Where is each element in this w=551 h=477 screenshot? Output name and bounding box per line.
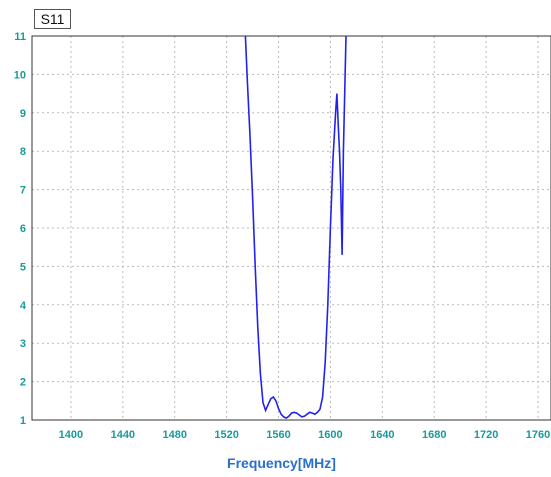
legend-s11: S11: [34, 9, 71, 29]
x-tick-label: 1640: [370, 429, 394, 441]
x-tick-label: 1440: [111, 429, 135, 441]
x-axis: 1400 1440 1480 1520 1560 1600 1640 1680 1720 1760: [59, 429, 551, 441]
x-tick-label: 1720: [474, 429, 498, 441]
x-tick-label: 1600: [318, 429, 342, 441]
y-tick-label: 5: [20, 261, 26, 273]
x-tick-label: 1680: [422, 429, 446, 441]
y-tick-label: 4: [20, 300, 27, 312]
plot-frame: [31, 35, 551, 421]
y-tick-label: 1: [20, 415, 26, 427]
y-tick-label: 2: [20, 377, 26, 389]
x-tick-label: 1400: [59, 429, 83, 441]
y-tick-label: 6: [20, 223, 26, 235]
y-tick-label: 8: [20, 146, 26, 158]
x-tick-label: 1760: [526, 429, 550, 441]
series-line-s11: [244, 35, 347, 420]
y-tick-label: 11: [14, 31, 26, 43]
y-tick-label: 9: [20, 108, 26, 120]
x-tick-label: 1480: [162, 429, 186, 441]
y-tick-label: 7: [20, 185, 26, 197]
y-axis: 1 2 3 4 5 6 7 8 9 10 11: [14, 31, 27, 427]
grid: [32, 36, 551, 420]
y-tick-label: 10: [14, 69, 26, 81]
x-tick-label: 1560: [266, 429, 290, 441]
y-tick-label: 3: [20, 338, 26, 350]
x-tick-label: 1520: [214, 429, 238, 441]
x-axis-label: Frequency[MHz]: [227, 455, 336, 471]
